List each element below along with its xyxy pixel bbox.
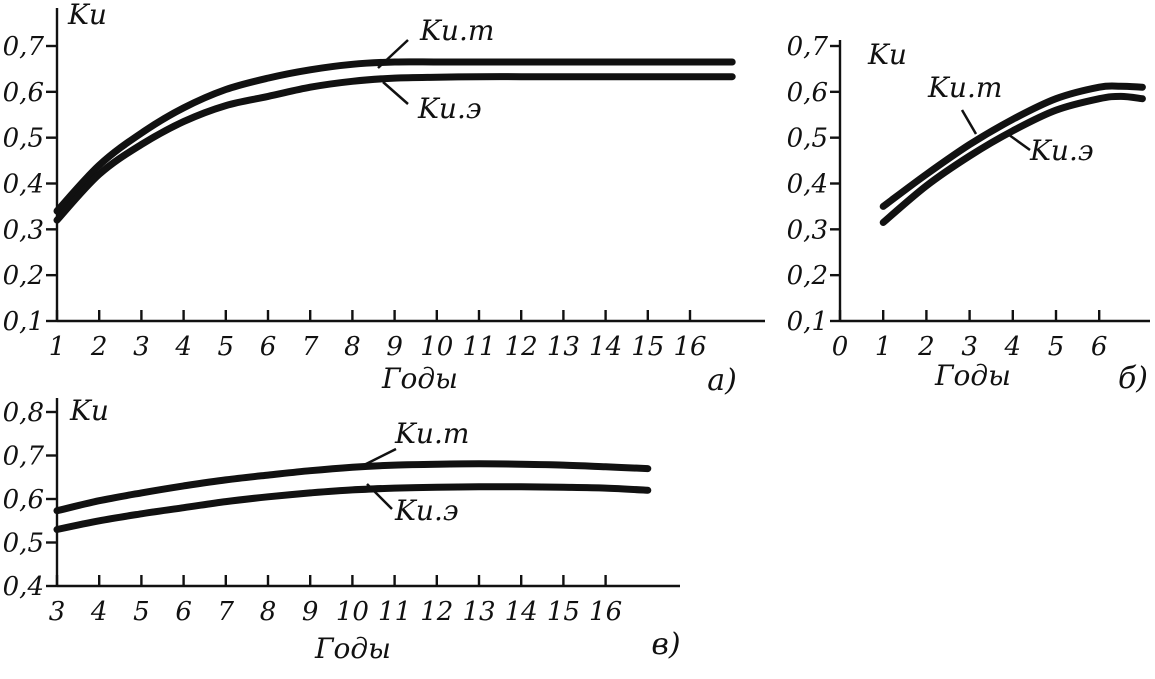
x-tick-label: 4 (90, 597, 108, 627)
series-label-2: Kи.э (417, 92, 482, 125)
x-tick-label: 3 (49, 597, 66, 627)
x-tick-label: 16 (589, 597, 622, 627)
x-tick-label: 1 (875, 332, 892, 362)
x-tick-label: 10 (420, 332, 453, 362)
panel-label: в) (651, 627, 680, 662)
y-tick-label: 0,6 (3, 485, 44, 515)
x-tick-label: 15 (547, 597, 580, 627)
series-label-2: Kи.э (394, 494, 459, 527)
series-line-2 (53, 483, 652, 533)
x-tick-label: 4 (1004, 332, 1022, 362)
x-tick-label: 7 (302, 332, 319, 362)
x-tick-label: 11 (378, 597, 411, 627)
series-label-1: Kи.т (927, 71, 1002, 104)
x-tick-label: 9 (386, 332, 403, 362)
chart-panel-1: 0,10,20,30,40,50,60,71 2 3 4 5 6 7 8 9 10 11 12 13 14… (3, 0, 765, 398)
x-tick-label: 15 (631, 332, 664, 362)
y-tick-label: 0,3 (787, 215, 828, 245)
y-tick-label: 0,2 (3, 261, 44, 291)
y-tick-label: 0,7 (3, 442, 45, 472)
x-tick-label: 14 (505, 597, 538, 627)
y-tick-label: 0,1 (787, 307, 828, 337)
series-label-leader (1004, 130, 1031, 152)
x-tick-label: 3 (961, 332, 978, 362)
x-tick-label: 6 (260, 332, 277, 362)
x-tick-label: 16 (673, 332, 706, 362)
x-tick-label: 0 (832, 332, 849, 362)
x-tick-label: 2 (917, 332, 935, 362)
panel-label: а) (707, 363, 737, 398)
series-line-2 (53, 73, 736, 224)
y-tick-label: 0,1 (3, 307, 44, 337)
y-tick-label: 0,6 (3, 78, 44, 108)
x-tick-label: 9 (302, 597, 319, 627)
series-line-2 (879, 92, 1146, 226)
y-tick-label: 0,2 (787, 261, 828, 291)
series-label-2: Kи.э (1029, 134, 1094, 167)
y-tick-label: 0,7 (3, 32, 45, 62)
x-tick-label: 4 (174, 332, 192, 362)
x-tick-label: 8 (260, 597, 277, 627)
series-label-leader (382, 81, 409, 105)
series-line-1 (53, 460, 652, 515)
series-label-leader (366, 483, 393, 510)
x-tick-label: 5 (1048, 332, 1065, 362)
y-tick-label: 0,8 (3, 398, 44, 428)
x-tick-label: 14 (589, 332, 622, 362)
series-line-1 (53, 58, 736, 215)
y-axis-title: Kи (69, 394, 109, 427)
y-tick-label: 0,5 (787, 124, 828, 154)
y-tick-label: 0,6 (787, 78, 828, 108)
y-tick-label: 0,4 (3, 170, 44, 200)
x-tick-label: 5 (133, 597, 150, 627)
y-tick-label: 0,3 (3, 215, 44, 245)
x-axis-title: Годы (381, 362, 458, 395)
x-tick-label: 8 (344, 332, 361, 362)
x-tick-label: 5 (218, 332, 235, 362)
chart-panel-2: 0,1 0,2 0,3 0,4 0,5 0,6 0,7 0 1 2 3 4 5 6 Kи Годы б) Kи.т… (787, 32, 1150, 396)
x-tick-label: 12 (505, 332, 538, 362)
series-label-1: Kи.т (419, 14, 494, 47)
x-tick-label: 3 (133, 332, 150, 362)
y-tick-label: 0,5 (3, 529, 44, 559)
x-tick-label: 12 (420, 597, 453, 627)
series-label-1: Kи.т (394, 417, 469, 450)
x-axis-title: Годы (314, 632, 391, 665)
x-tick-label: 10 (336, 597, 369, 627)
x-axis-title: Годы (934, 359, 1011, 392)
x-tick-label: 6 (1091, 332, 1108, 362)
panel-label: б) (1118, 361, 1148, 396)
y-tick-label: 0,7 (787, 32, 829, 62)
x-tick-label: 2 (90, 332, 108, 362)
x-tick-label: 1 (49, 332, 66, 362)
series-label-leader (377, 39, 409, 69)
y-tick-label: 0,5 (3, 124, 44, 154)
series-label-leader (361, 447, 397, 468)
y-tick-label: 0,4 (787, 170, 828, 200)
x-tick-label: 13 (462, 597, 495, 627)
chart-panel-3: 0,4 0,5 0,6 0,7 0,8 3 4 5 6 7 8 9 10 11 12 13 14 15 16 Kи Го… (3, 394, 681, 665)
y-tick-label: 0,4 (3, 572, 44, 602)
series-label-leader (960, 109, 978, 135)
series-line-1 (879, 82, 1146, 210)
y-axis-title: Kи (67, 0, 107, 31)
x-tick-label: 11 (462, 332, 495, 362)
x-tick-label: 7 (218, 597, 235, 627)
x-tick-label: 6 (175, 597, 192, 627)
x-tick-label: 13 (547, 332, 580, 362)
y-axis-title: Kи (867, 38, 907, 71)
